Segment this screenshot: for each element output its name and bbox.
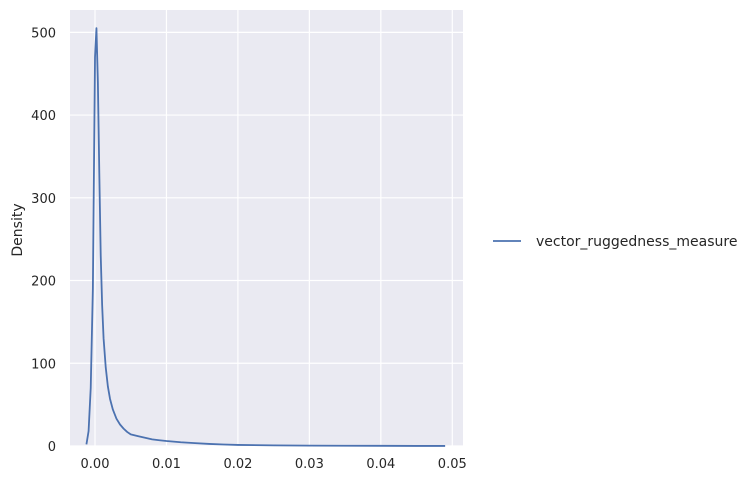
y-tick-label: 500 <box>31 26 56 41</box>
y-tick-label: 200 <box>31 275 56 290</box>
x-tick-label: 0.03 <box>295 457 324 472</box>
legend: vector_ruggedness_measure <box>493 234 737 250</box>
series-layer <box>85 27 446 447</box>
x-tick-label: 0.05 <box>438 457 467 472</box>
x-tick-label: 0.00 <box>81 457 110 472</box>
x-tick-label: 0.02 <box>223 457 252 472</box>
x-tick-label: 0.04 <box>366 457 395 472</box>
x-tick-label: 0.01 <box>152 457 181 472</box>
x-gridlines <box>94 10 453 446</box>
y-tick-label: 0 <box>48 440 56 455</box>
y-tick-labels: 0 100 200 300 400 500 <box>31 26 56 455</box>
y-tick-label: 100 <box>31 357 56 372</box>
y-tick-label: 400 <box>31 109 56 124</box>
plot-area <box>70 10 463 446</box>
x-tick-labels: 0.00 0.01 0.02 0.03 0.04 0.05 <box>81 457 467 472</box>
y-axis-label: Density <box>10 203 26 256</box>
legend-label: vector_ruggedness_measure <box>536 234 737 250</box>
y-tick-label: 300 <box>31 192 56 207</box>
series-line-0 <box>85 27 446 447</box>
